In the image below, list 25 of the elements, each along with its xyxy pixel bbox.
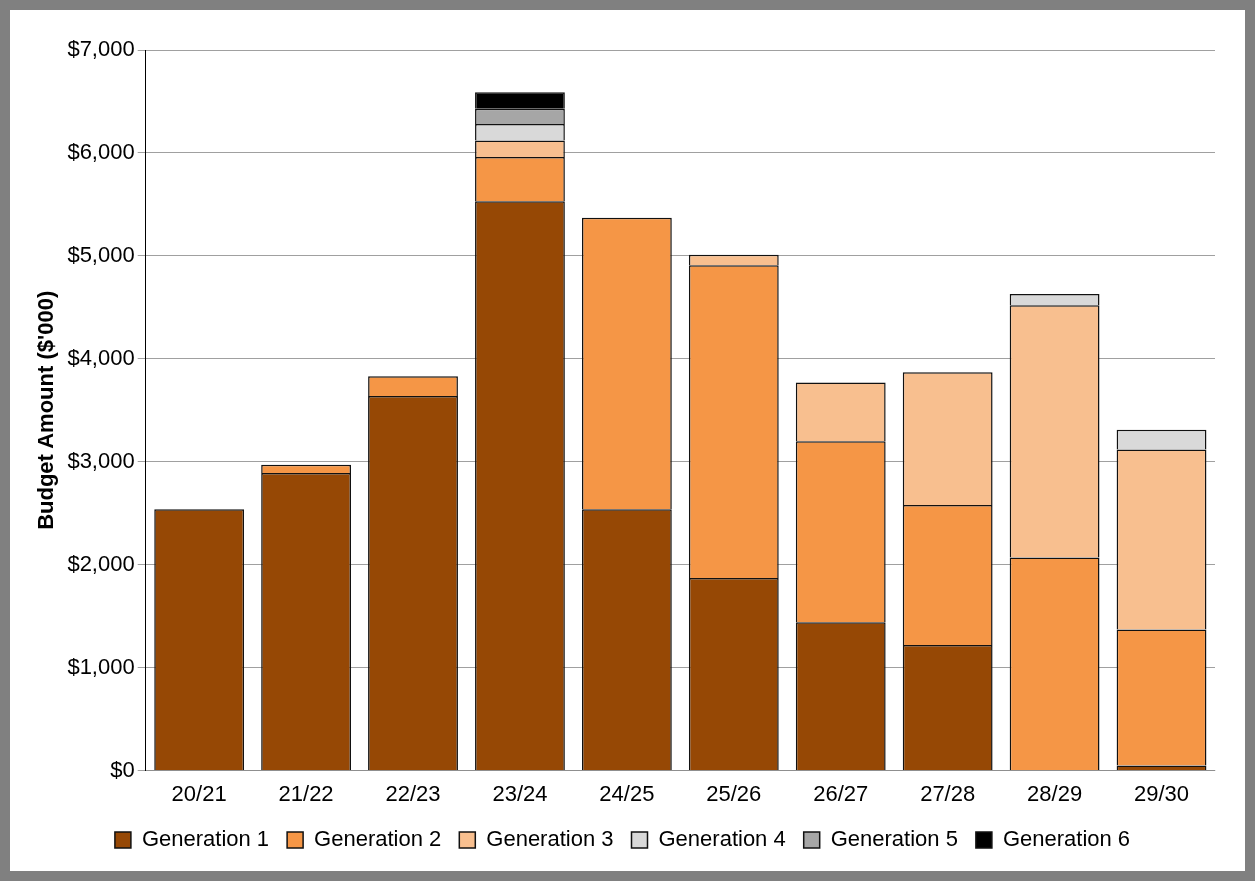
x-tick-label: 24/25 [599,780,655,806]
x-tick-label: 28/29 [1027,780,1083,806]
x-tick-label: 25/26 [706,780,762,806]
y-tick-label: $0 [110,756,135,782]
x-tick-label: 22/23 [385,780,441,806]
y-tick-label: $5,000 [67,241,135,267]
x-tick-label: 27/28 [920,780,976,806]
y-tick-label: $6,000 [67,139,135,165]
legend-label: Generation 6 [1002,826,1131,852]
legend-label: Generation 1 [141,826,270,852]
y-axis-title: Budget Amount ($'000) [33,290,59,530]
y-tick-label: $3,000 [67,447,135,473]
legend-label: Generation 5 [830,826,958,852]
x-tick-label: 21/22 [278,780,334,806]
x-tick-label: 29/30 [1134,780,1190,806]
legend-label: Generation 3 [486,826,614,852]
legend-label: Generation 4 [658,826,786,852]
y-tick-label: $4,000 [67,344,135,370]
x-tick-label: 23/24 [492,780,548,806]
legend-label: Generation 2 [314,826,442,852]
y-tick-label: $2,000 [67,550,135,576]
y-tick-label: $1,000 [67,653,135,679]
x-tick-label: 20/21 [171,780,227,806]
x-tick-label: 26/27 [813,780,869,806]
y-tick-label: $7,000 [67,36,135,62]
